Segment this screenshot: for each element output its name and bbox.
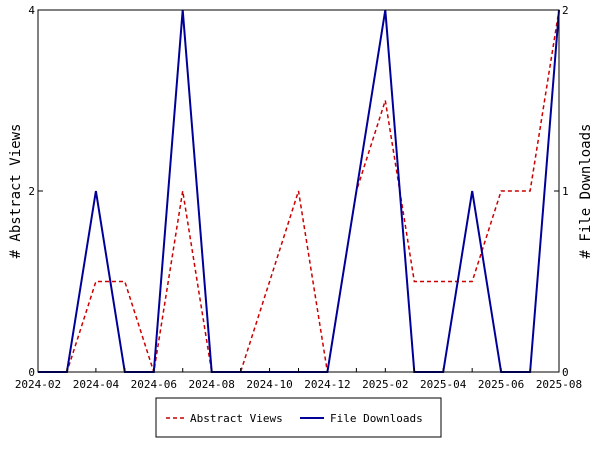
y-axis-title: # Abstract Views: [8, 124, 24, 259]
y2-axis-ticks: 0 1 2: [554, 4, 569, 379]
y-axis-ticks: 0 2 4: [28, 4, 43, 379]
legend-label-file-downloads: File Downloads: [330, 412, 423, 425]
y-tick-label: 4: [28, 4, 35, 17]
x-axis-ticks: 2024-02 2024-04 2024-06 2024-08 2024-10 2024-…: [15, 368, 582, 391]
y2-tick-label: 2: [562, 4, 569, 17]
legend: Abstract Views File Downloads: [155, 397, 442, 438]
y2-tick-label: 1: [562, 185, 569, 198]
y2-axis-title: # File Downloads: [578, 124, 594, 259]
x-tick-label: 2024-12: [304, 378, 350, 391]
x-tick-label: 2024-06: [131, 378, 177, 391]
x-tick-label: 2025-06: [478, 378, 524, 391]
x-tick-label: 2025-04: [420, 378, 467, 391]
x-tick-label: 2024-08: [188, 378, 234, 391]
y-tick-label: 2: [28, 185, 35, 198]
x-tick-label: 2024-04: [73, 378, 120, 391]
x-tick-label: 2024-10: [246, 378, 292, 391]
legend-box: [155, 397, 442, 438]
legend-label-abstract-views: Abstract Views: [190, 412, 283, 425]
x-tick-label: 2024-02: [15, 378, 61, 391]
y-tick-label: 0: [28, 366, 35, 379]
x-tick-label: 2025-02: [362, 378, 408, 391]
x-tick-label: 2025-08: [536, 378, 582, 391]
series-line-abstract-views: [38, 9, 560, 373]
y2-tick-label: 0: [562, 366, 569, 379]
series-lines: [38, 9, 560, 373]
